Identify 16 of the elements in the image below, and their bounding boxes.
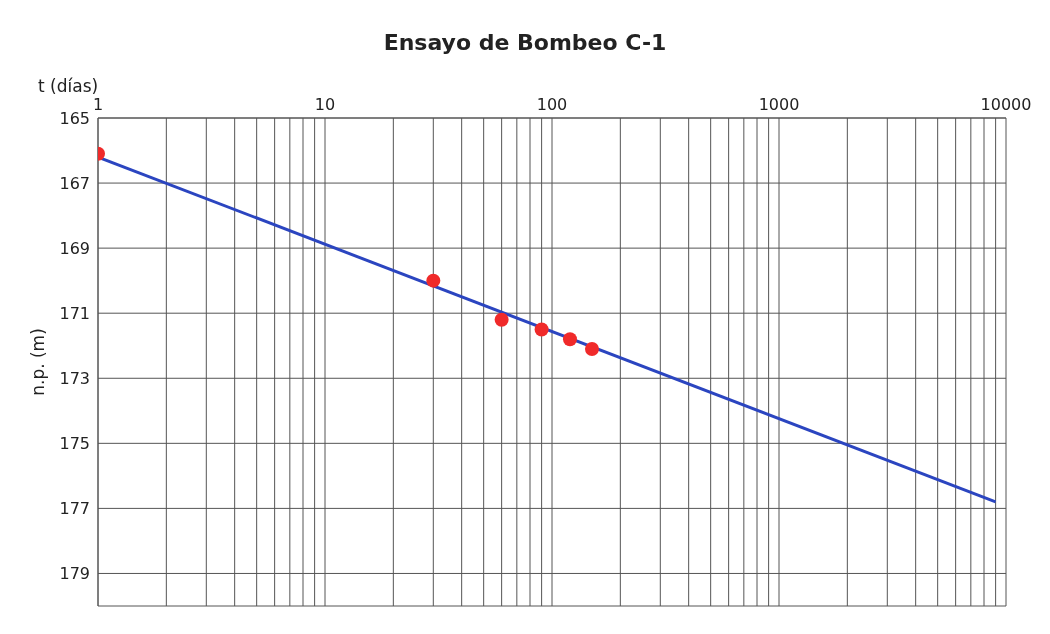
y-tick-label: 175: [59, 434, 90, 454]
x-tick-label: 10: [314, 95, 336, 114]
y-tick-label: 173: [59, 368, 90, 388]
x-axis-title: t (días): [38, 76, 99, 96]
y-tick-label: 167: [59, 173, 90, 193]
x-tick-label: 1000: [758, 95, 800, 114]
x-tick-label: 1: [92, 95, 104, 114]
y-tick-label: 169: [59, 238, 90, 258]
y-tick-label: 171: [59, 303, 90, 323]
y-tick-label: 179: [59, 564, 90, 584]
y-tick-label: 177: [59, 499, 90, 519]
y-tick-label: 165: [59, 108, 90, 128]
y-axis-title: n.p. (m): [28, 328, 49, 396]
chart-title: Ensayo de Bombeo C-1: [382, 30, 668, 55]
x-tick-label: 100: [536, 95, 568, 114]
x-tick-label: 10000: [980, 95, 1032, 114]
